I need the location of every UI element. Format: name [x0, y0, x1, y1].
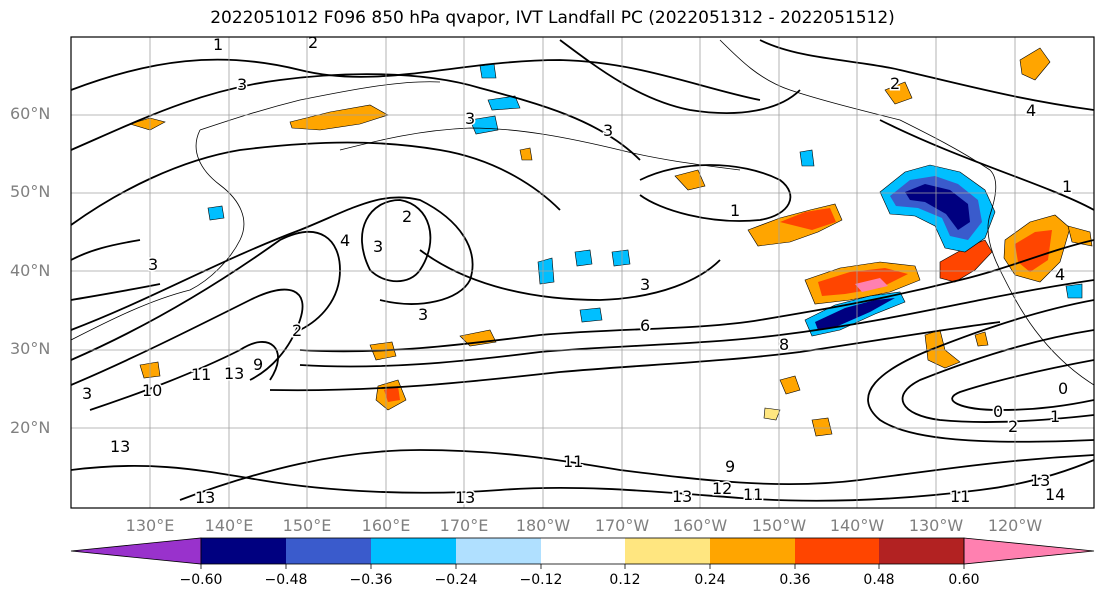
longitude-label: 140°E: [204, 516, 254, 535]
latitude-label: 60°N: [10, 104, 51, 123]
contour-label: 8: [779, 335, 789, 354]
colorbar-bin: [795, 538, 879, 564]
contour-label: 3: [640, 275, 650, 294]
grid-lines: [71, 37, 1094, 508]
colorbar-extend-low: [70, 537, 202, 565]
contour-label: 1: [730, 201, 740, 220]
contour-label: 9: [725, 457, 735, 476]
longitude-label: 180°W: [515, 516, 571, 535]
contour-label: 11: [950, 487, 970, 506]
colorbar-tick-label: −0.24: [434, 572, 478, 588]
latitude-label: 50°N: [10, 182, 51, 201]
colorbar-tick-label: 0.60: [948, 572, 980, 588]
contour-label: 3: [603, 121, 613, 140]
colorbar-bin: [201, 538, 286, 564]
contour-label: 13: [224, 364, 244, 383]
contour-label: 12: [712, 479, 732, 498]
contour-label: 11: [743, 485, 763, 504]
latitude-label: 30°N: [10, 339, 51, 358]
longitude-label: 160°E: [361, 516, 411, 535]
contour-label: 4: [1026, 101, 1036, 120]
contour-label: 4: [1055, 265, 1065, 284]
contour-label: 13: [195, 488, 215, 507]
longitude-label: 120°W: [987, 516, 1043, 535]
colorbar: [70, 537, 1095, 569]
contour-label: 2: [890, 74, 900, 93]
contour-label: 0: [993, 402, 1003, 421]
contour-label: 3: [82, 384, 92, 403]
longitude-label: 160°W: [672, 516, 728, 535]
colorbar-extend-high: [963, 537, 1095, 565]
contour-label: 3: [148, 255, 158, 274]
colorbar-tick-label: 0.36: [779, 572, 811, 588]
longitude-label: 130°W: [908, 516, 964, 535]
contour-label: 6: [640, 316, 650, 335]
longitude-label: 170°E: [439, 516, 489, 535]
contour-label: 13: [110, 437, 130, 456]
colorbar-tick-label: 0.48: [863, 572, 895, 588]
colorbar-bin: [286, 538, 371, 564]
contour-label: 3: [237, 75, 247, 94]
negative-anomaly-shading: [207, 63, 1083, 337]
colorbar-tick-label: −0.12: [519, 572, 563, 588]
longitude-label: 130°E: [125, 516, 175, 535]
contour-label: 3: [465, 109, 475, 128]
map-frame: [70, 36, 1095, 509]
colorbar-tick-label: −0.36: [349, 572, 393, 588]
contour-label: 1: [213, 35, 223, 54]
contour-lines: [71, 39, 1094, 502]
figure-title: 2022051012 F096 850 hPa qvapor, IVT Land…: [210, 8, 895, 28]
contour-label: 14: [1045, 485, 1065, 504]
contour-label: 1: [1062, 177, 1072, 196]
colorbar-bin: [371, 538, 456, 564]
contour-label: 11: [563, 452, 583, 471]
contour-label: 2: [402, 207, 412, 226]
latitude-label: 40°N: [10, 261, 51, 280]
longitude-label: 170°W: [594, 516, 650, 535]
colorbar-tick-label: 0.24: [694, 572, 726, 588]
contour-label: 3: [373, 237, 383, 256]
map-area: 1 2 3 3 3 3 3 2 3 4 1 6 8 13 11 13 10 13…: [71, 33, 1094, 508]
contour-label: 9: [253, 355, 263, 374]
contour-label: 2: [308, 33, 318, 52]
contour-label: 4: [340, 231, 350, 250]
contour-label: 11: [191, 365, 211, 384]
longitude-label: 140°W: [829, 516, 885, 535]
contour-label: 13: [455, 488, 475, 507]
colorbar-bin: [625, 538, 710, 564]
colorbar-tick-label: −0.48: [264, 572, 308, 588]
contour-label-group: 1 2 3 3 3 3 3 2 3 4 1 6 8 13 11 13 10 13…: [81, 33, 1074, 508]
colorbar-bin: [541, 538, 625, 564]
contour-label: 13: [1030, 471, 1050, 490]
contour-label: 10: [142, 381, 162, 400]
contour-label: 3: [418, 305, 428, 324]
latitude-label: 20°N: [10, 418, 51, 437]
contour-label: 1: [1050, 407, 1060, 426]
contour-label: 13: [672, 487, 692, 506]
colorbar-bin: [456, 538, 541, 564]
colorbar-bin: [879, 538, 964, 564]
colorbar-tick-label: 0.12: [609, 572, 641, 588]
contour-label: 2: [1008, 417, 1018, 436]
longitude-label: 150°W: [751, 516, 807, 535]
contour-label: 0: [1058, 379, 1068, 398]
longitude-label: 150°E: [282, 516, 332, 535]
colorbar-bin: [710, 538, 795, 564]
contour-label: 2: [292, 321, 302, 340]
colorbar-tick-label: −0.60: [179, 572, 223, 588]
